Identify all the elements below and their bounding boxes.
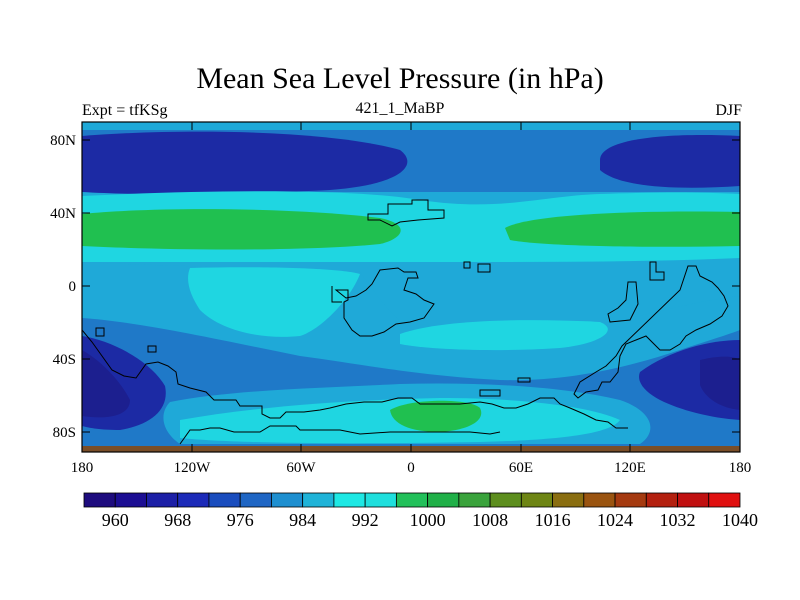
colorbar-box (489, 492, 522, 508)
colorbar-box (458, 492, 491, 508)
lon-ticks (81, 122, 741, 452)
lon-label-60e: 60E (509, 460, 533, 476)
colorbar-label: 1016 (535, 510, 571, 530)
coast-small-island-2 (95, 327, 105, 337)
field-cyan-south (400, 320, 608, 351)
field-cyan-tongue (188, 267, 360, 337)
coast-australia-asia (573, 265, 729, 399)
colorbar-box (708, 492, 741, 508)
pressure-field (82, 122, 740, 452)
colorbar-label: 1040 (722, 510, 758, 530)
lon-label-60w: 60W (286, 460, 316, 476)
colorbar-label: 1024 (597, 510, 633, 530)
colorbar-label: 1032 (660, 510, 696, 530)
coast-islands (463, 261, 491, 273)
colorbar-box (677, 492, 710, 508)
lat-label-80s: 80S (53, 425, 76, 441)
lon-label-0: 0 (407, 460, 415, 476)
colorbar-box (520, 492, 553, 508)
coast-south-islands (479, 377, 531, 397)
colorbar-box (114, 492, 147, 508)
coast-antarctic-lower (179, 425, 501, 445)
coast-europe (367, 199, 445, 227)
period-label: 421_1_MaBP (355, 100, 445, 117)
field-north-low-east (600, 135, 740, 188)
colorbar-box (271, 492, 304, 508)
field-south-deep-west (82, 350, 130, 418)
lat-label-40s: 40S (53, 352, 76, 368)
colorbar-label: 968 (164, 510, 191, 530)
field-green-high-east (505, 211, 740, 247)
coast-bulge (331, 286, 342, 303)
colorbar-box (364, 492, 397, 508)
field-equatorial (82, 262, 740, 338)
colorbar-box (146, 492, 179, 508)
colorbar-box (177, 492, 210, 508)
field-green-high-west (82, 209, 401, 250)
coast-small-island (147, 345, 157, 353)
map-title: Mean Sea Level Pressure (in hPa) (196, 62, 604, 95)
coastlines (82, 199, 729, 445)
colorbar-box (239, 492, 272, 508)
lon-label-120w: 120W (174, 460, 212, 476)
colorbar-box (208, 492, 241, 508)
colorbar-label: 960 (102, 510, 129, 530)
colorbar-box (302, 492, 335, 508)
colorbar-label: 1008 (472, 510, 508, 530)
colorbar-label: 976 (227, 510, 254, 530)
field-south-deep-east (700, 356, 740, 410)
lat-label-80n: 80N (50, 133, 76, 149)
colorbar-box (552, 492, 585, 508)
lat-ticks (82, 139, 740, 433)
colorbar-box (83, 492, 116, 508)
colorbar-label: 1000 (410, 510, 446, 530)
colorbar (83, 492, 741, 508)
experiment-label: Expt = tfKSg (82, 102, 168, 119)
season-label: DJF (715, 102, 742, 119)
coast-africa (334, 267, 435, 337)
lat-label-40n: 40N (50, 206, 76, 222)
coast-antarctic-upper (82, 329, 628, 429)
colorbar-label: 984 (289, 510, 316, 530)
coast-south-asia (607, 281, 639, 323)
lon-label-120e: 120E (614, 460, 646, 476)
colorbar-box (395, 492, 429, 508)
colorbar-label: 992 (352, 510, 379, 530)
colorbar-box (645, 492, 678, 508)
lat-labels: 80N 40N 0 40S 80S (50, 133, 76, 441)
colorbar-box (614, 492, 647, 508)
colorbar-labels: 960 968 976 984 992 1000 1008 1016 1024 1032 1040 (102, 510, 758, 530)
lon-label-180w: 180 (71, 460, 94, 476)
colorbar-box (427, 492, 460, 508)
field-antarctic-green (390, 400, 482, 432)
colorbar-box (583, 492, 616, 508)
field-north-low-west (82, 131, 408, 195)
lon-label-180e: 180 (729, 460, 752, 476)
coast-east-asia (649, 261, 665, 281)
colorbar-box (333, 492, 366, 508)
lat-label-0: 0 (69, 279, 77, 295)
lon-labels: 180 120W 60W 0 60E 120E 180 (71, 460, 752, 476)
